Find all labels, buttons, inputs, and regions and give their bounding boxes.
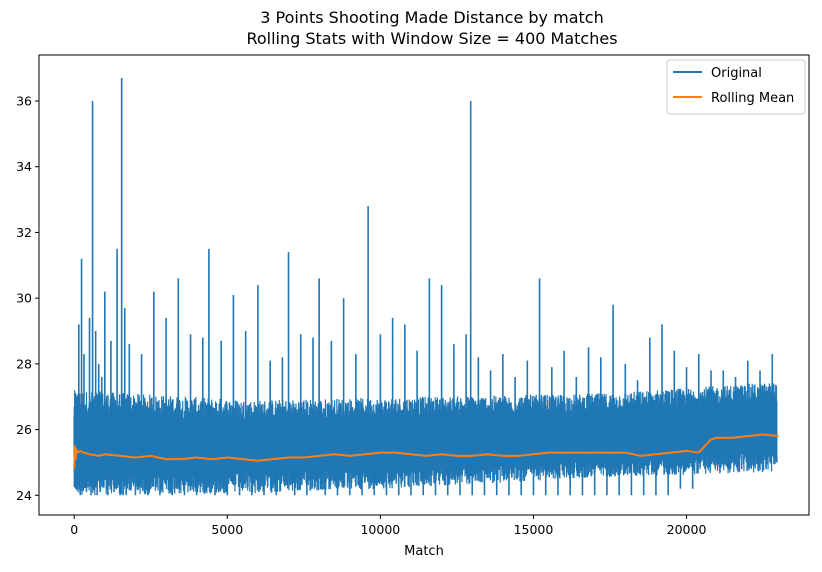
x-tick-label: 0 [70, 522, 78, 537]
y-axis: 24 26 28 30 32 34 36 [16, 94, 39, 503]
y-tick-label: 34 [16, 159, 32, 174]
y-tick-label: 36 [16, 94, 32, 109]
legend-label-rolling-mean: Rolling Mean [711, 91, 794, 106]
x-tick-label: 15000 [514, 522, 554, 537]
chart-title: 3 Points Shooting Made Distance by match [260, 8, 603, 27]
y-tick-label: 28 [16, 356, 32, 371]
x-axis-label: Match [404, 544, 444, 559]
rolling-mean-line [73, 433, 779, 470]
x-tick-label: 20000 [667, 522, 707, 537]
y-tick-label: 26 [16, 422, 32, 437]
legend-label-original: Original [711, 66, 762, 81]
x-axis: 0 5000 10000 15000 20000 [70, 515, 706, 537]
series-original [73, 78, 778, 496]
original-line [73, 78, 778, 496]
legend-box [666, 59, 806, 115]
legend: Original Rolling Mean [666, 59, 806, 115]
series-rolling-mean [73, 433, 779, 470]
x-tick-label: 5000 [211, 522, 243, 537]
y-tick-label: 24 [16, 488, 32, 503]
y-tick-label: 30 [16, 291, 32, 306]
y-tick-label: 32 [16, 225, 32, 240]
chart-subtitle: Rolling Stats with Window Size = 400 Mat… [246, 29, 617, 48]
plot-area-frame [38, 54, 810, 516]
x-tick-label: 10000 [360, 522, 400, 537]
